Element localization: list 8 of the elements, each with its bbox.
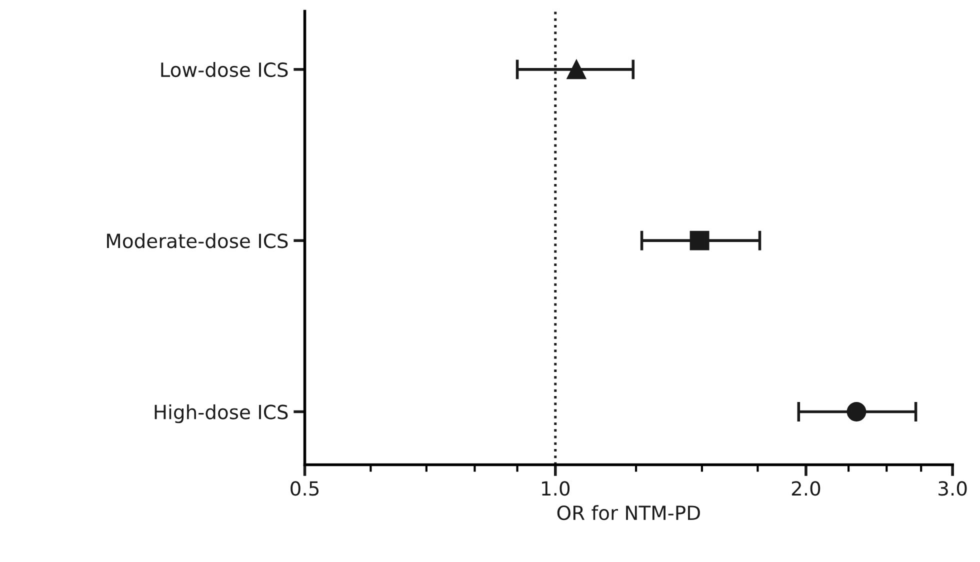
x-tick-label: 0.5 bbox=[290, 481, 319, 496]
x-tick-label: 3.0 bbox=[938, 481, 967, 496]
y-tick-label: Moderate-dose ICS bbox=[107, 233, 288, 248]
x-tick-label: 1.0 bbox=[542, 481, 570, 496]
x-tick-label: 2.0 bbox=[792, 481, 820, 496]
x-axis-title: OR for NTM-PD bbox=[557, 505, 700, 520]
y-tick-label: High-dose ICS bbox=[154, 404, 288, 424]
y-tick-label: Low-dose ICS bbox=[161, 62, 288, 78]
